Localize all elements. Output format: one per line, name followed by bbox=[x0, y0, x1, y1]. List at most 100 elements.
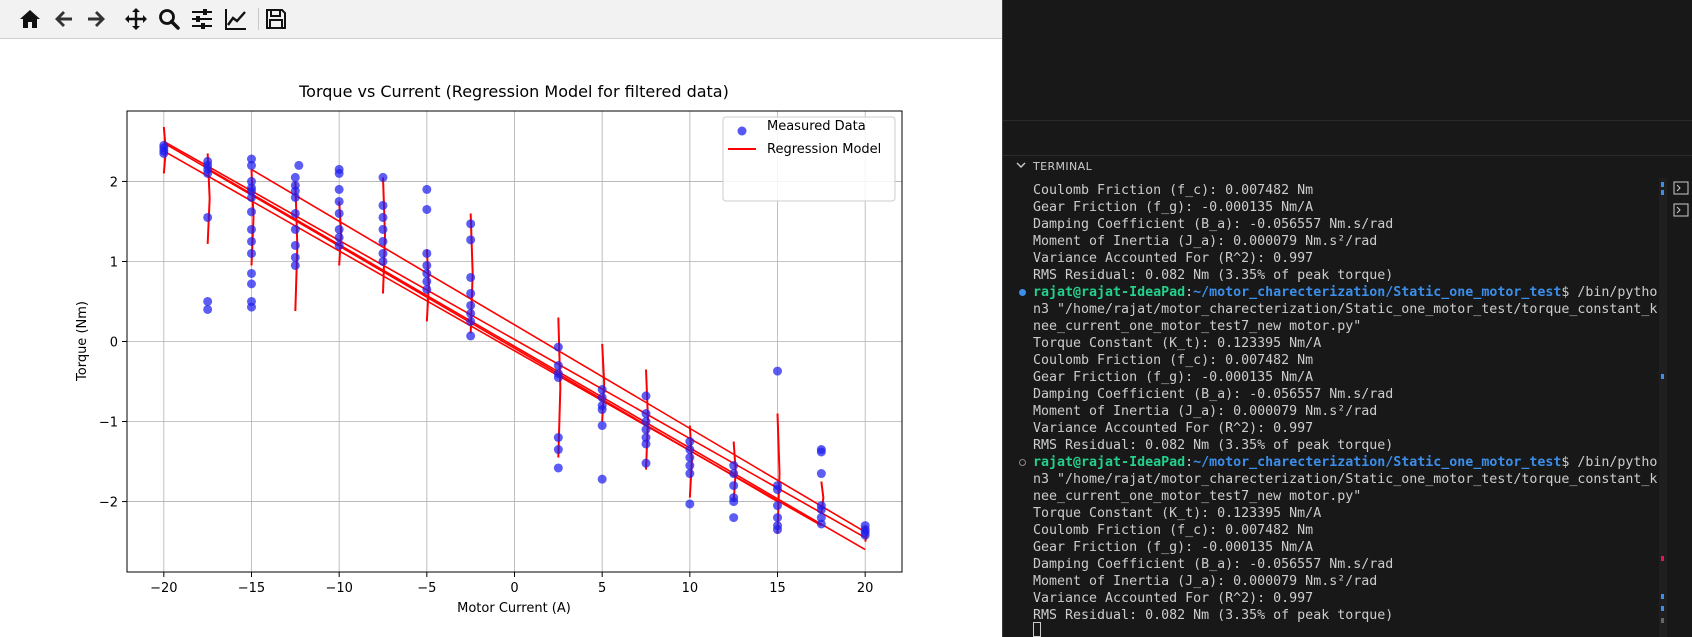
save-icon[interactable] bbox=[262, 5, 290, 33]
measured-data-point bbox=[597, 393, 607, 403]
measured-data-point bbox=[203, 304, 213, 314]
terminal-output[interactable]: Coulomb Friction (f_c): 0.007482 Nm Gear … bbox=[1003, 178, 1663, 637]
forward-icon[interactable] bbox=[82, 5, 110, 33]
measured-data-point bbox=[290, 186, 300, 196]
vscode-panel: TERMINAL Coulomb Friction (f_c): 0.00748… bbox=[1003, 0, 1692, 637]
matplotlib-toolbar bbox=[0, 0, 1002, 39]
terminal-output-line: Gear Friction (f_g): -0.000135 Nm/A bbox=[1033, 540, 1314, 555]
measured-data-point bbox=[597, 385, 607, 395]
measured-data-point bbox=[334, 208, 344, 218]
measured-data-point bbox=[773, 366, 783, 376]
measured-data-point bbox=[466, 316, 476, 326]
measured-data-point bbox=[553, 342, 563, 352]
measured-data-point bbox=[685, 499, 695, 509]
measured-data-point bbox=[378, 224, 388, 234]
prompt-path: ~/motor_charecterization/Static_one_moto… bbox=[1193, 285, 1562, 300]
terminal-output-line: Variance Accounted For (R^2): 0.997 bbox=[1033, 591, 1314, 606]
legend-label-regression: Regression Model bbox=[767, 142, 881, 157]
scrollbar-marker bbox=[1661, 594, 1664, 599]
terminal-output-line: nee_current_one_motor_test7_new motor.py… bbox=[1033, 319, 1362, 334]
legend-box bbox=[722, 116, 896, 202]
measured-data-point bbox=[816, 505, 826, 515]
terminal-output-line: Coulomb Friction (f_c): 0.007482 Nm bbox=[1033, 523, 1314, 538]
measured-data-point bbox=[246, 192, 256, 202]
measured-data-point bbox=[466, 219, 476, 229]
terminal-tabs bbox=[1673, 178, 1692, 238]
measured-data-point bbox=[729, 497, 739, 507]
terminal-header[interactable]: TERMINAL bbox=[1003, 155, 1692, 178]
measured-data-point bbox=[203, 168, 213, 178]
y-tick-label: 0 bbox=[110, 336, 118, 351]
measured-data-series bbox=[159, 140, 870, 540]
prompt-command: $ /bin/pytho bbox=[1561, 455, 1658, 470]
measured-data-point bbox=[378, 236, 388, 246]
measured-data-point bbox=[290, 208, 300, 218]
terminal-title: TERMINAL bbox=[1033, 160, 1093, 173]
measured-data-point bbox=[290, 240, 300, 250]
chevron-down-icon[interactable] bbox=[1015, 159, 1027, 171]
back-icon[interactable] bbox=[50, 5, 78, 33]
measured-data-point bbox=[685, 437, 695, 447]
measured-data-point bbox=[422, 184, 432, 194]
regression-line bbox=[163, 150, 822, 527]
regression-line bbox=[163, 140, 866, 539]
measured-data-point bbox=[378, 256, 388, 266]
terminal-output-line: Moment of Inertia (J_a): 0.000079 Nm.s²/… bbox=[1033, 574, 1378, 589]
terminal-output-line: RMS Residual: 0.082 Nm (3.35% of peak to… bbox=[1033, 268, 1394, 283]
zoom-icon[interactable] bbox=[155, 5, 183, 33]
measured-data-point bbox=[816, 519, 826, 529]
edit-axis-icon[interactable] bbox=[222, 5, 250, 33]
measured-data-point bbox=[334, 184, 344, 194]
measured-data-point bbox=[246, 248, 256, 258]
scrollbar-marker bbox=[1661, 374, 1664, 379]
x-tick-label: 15 bbox=[769, 581, 786, 596]
terminal-output-line: Moment of Inertia (J_a): 0.000079 Nm.s²/… bbox=[1033, 234, 1378, 249]
terminal-output-line: Damping Coefficient (B_a): -0.056557 Nm.… bbox=[1033, 217, 1394, 232]
measured-data-point bbox=[378, 200, 388, 210]
measured-data-point bbox=[246, 160, 256, 170]
measured-data-point bbox=[466, 300, 476, 310]
configure-subplots-icon[interactable] bbox=[188, 5, 216, 33]
measured-data-point bbox=[422, 284, 432, 294]
y-axis-label: Torque (Nm) bbox=[75, 301, 90, 382]
measured-data-point bbox=[290, 172, 300, 182]
measured-data-point bbox=[422, 204, 432, 214]
regression-line bbox=[163, 142, 866, 551]
toolbar-separator bbox=[258, 8, 259, 30]
measured-data-point bbox=[641, 425, 651, 435]
measured-data-point bbox=[773, 501, 783, 511]
command-status-icon[interactable] bbox=[1019, 289, 1026, 296]
pan-icon[interactable] bbox=[122, 5, 150, 33]
measured-data-point bbox=[334, 196, 344, 206]
x-tick-label: −5 bbox=[417, 581, 436, 596]
terminal-tab-icon[interactable] bbox=[1673, 202, 1689, 218]
terminal-tab-icon[interactable] bbox=[1673, 180, 1689, 196]
measured-data-point bbox=[641, 458, 651, 468]
terminal-output-line: RMS Residual: 0.082 Nm (3.35% of peak to… bbox=[1033, 608, 1394, 623]
panel-divider bbox=[1003, 120, 1692, 121]
command-status-icon[interactable] bbox=[1019, 459, 1026, 466]
x-tick-label: 0 bbox=[510, 581, 518, 596]
scrollbar-marker bbox=[1661, 618, 1664, 623]
measured-data-point bbox=[553, 433, 563, 443]
measured-data-point bbox=[641, 439, 651, 449]
terminal-output-line: Gear Friction (f_g): -0.000135 Nm/A bbox=[1033, 200, 1314, 215]
measured-data-point bbox=[246, 224, 256, 234]
x-tick-label: 10 bbox=[682, 581, 699, 596]
measured-data-point bbox=[685, 461, 695, 471]
terminal-output-line: Damping Coefficient (B_a): -0.056557 Nm.… bbox=[1033, 387, 1394, 402]
terminal-output-line: Gear Friction (f_g): -0.000135 Nm/A bbox=[1033, 370, 1314, 385]
measured-data-point bbox=[773, 525, 783, 535]
prompt-user: rajat@rajat-IdeaPad bbox=[1033, 285, 1186, 300]
measured-data-point bbox=[773, 513, 783, 523]
terminal-scrollbar[interactable] bbox=[1659, 178, 1667, 637]
terminal-output-line: Moment of Inertia (J_a): 0.000079 Nm.s²/… bbox=[1033, 404, 1378, 419]
measured-data-point bbox=[422, 260, 432, 270]
x-tick-label: 20 bbox=[857, 581, 874, 596]
legend-marker-measured bbox=[737, 126, 747, 136]
measured-data-point bbox=[597, 421, 607, 431]
scrollbar-marker bbox=[1661, 182, 1664, 187]
home-icon[interactable] bbox=[16, 5, 44, 33]
